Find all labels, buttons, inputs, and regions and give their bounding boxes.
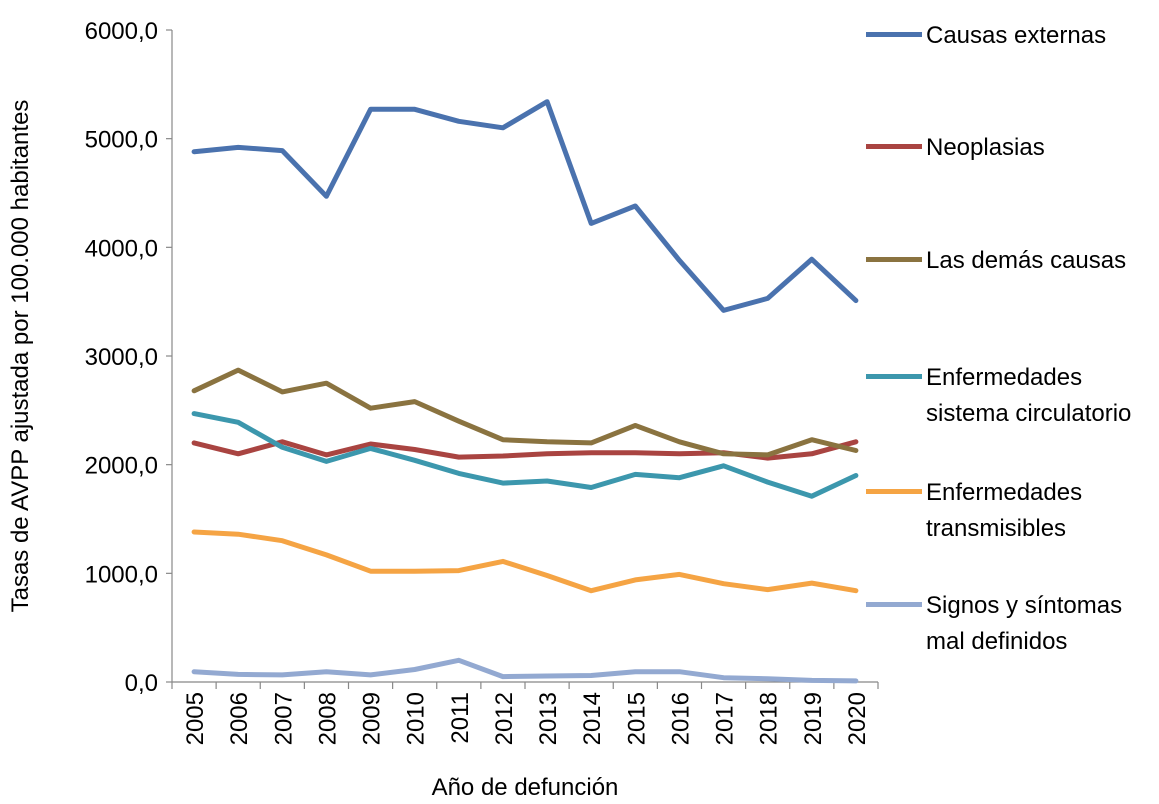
x-tick-label: 2008 [314,692,341,745]
x-tick-label: 2017 [712,692,739,745]
legend-item: Enfermedades transmisibles [866,475,1141,547]
y-tick-label: 2000,0 [85,453,158,480]
x-tick-label: 2014 [579,692,606,745]
x-tick-label: 2007 [270,692,297,745]
series-line [191,657,859,684]
legend-label: Las demás causas [926,247,1127,274]
x-tick-label: 2010 [403,692,430,745]
x-tick-label: 2009 [359,692,386,745]
x-tick-label: 2020 [844,692,871,745]
y-tick-label: 1000,0 [85,561,158,588]
legend-label: Signos y síntomas mal definidos [926,592,1123,655]
legend-label: Enfermedades transmisibles [926,479,1083,542]
legend-item: Neoplasias [866,130,1141,166]
legend-label: Enfermedades sistema circulatorio [926,364,1132,427]
y-axis-title: Tasas de AVPP ajustada por 100.000 habit… [7,100,34,613]
y-tick-label: 0,0 [125,670,158,697]
x-tick-label: 2013 [535,692,562,745]
series-line [191,367,859,458]
series-line [191,99,859,313]
y-tick-label: 5000,0 [85,127,158,154]
y-tick-label: 3000,0 [85,344,158,371]
legend-item: Signos y síntomas mal definidos [866,588,1141,660]
y-tick-label: 6000,0 [85,18,158,45]
legend-label: Neoplasias [926,134,1045,161]
x-axis-title: Año de defunción [432,774,619,801]
legend-label: Causas externas [926,22,1107,49]
legend-swatch [866,489,922,494]
legend-swatch [866,374,922,379]
legend-item: Las demás causas [866,243,1141,279]
series-line [191,411,859,499]
x-tick-label: 2015 [623,692,650,745]
legend-swatch [866,32,922,37]
x-tick-label: 2018 [756,692,783,745]
legend-swatch [866,602,922,607]
x-tick-label: 2016 [667,692,694,745]
x-tick-label: 2005 [182,692,209,745]
x-tick-label: 2011 [447,692,474,744]
x-tick-label: 2012 [491,692,518,745]
legend-item: Enfermedades sistema circulatorio [866,360,1141,432]
legend-swatch [866,257,922,262]
x-tick-label: 2019 [800,692,827,745]
y-tick-label: 4000,0 [85,235,158,262]
legend-swatch [866,144,922,149]
legend-item: Causas externas [866,18,1141,54]
series-line [191,529,859,594]
x-tick-label: 2006 [226,692,253,745]
